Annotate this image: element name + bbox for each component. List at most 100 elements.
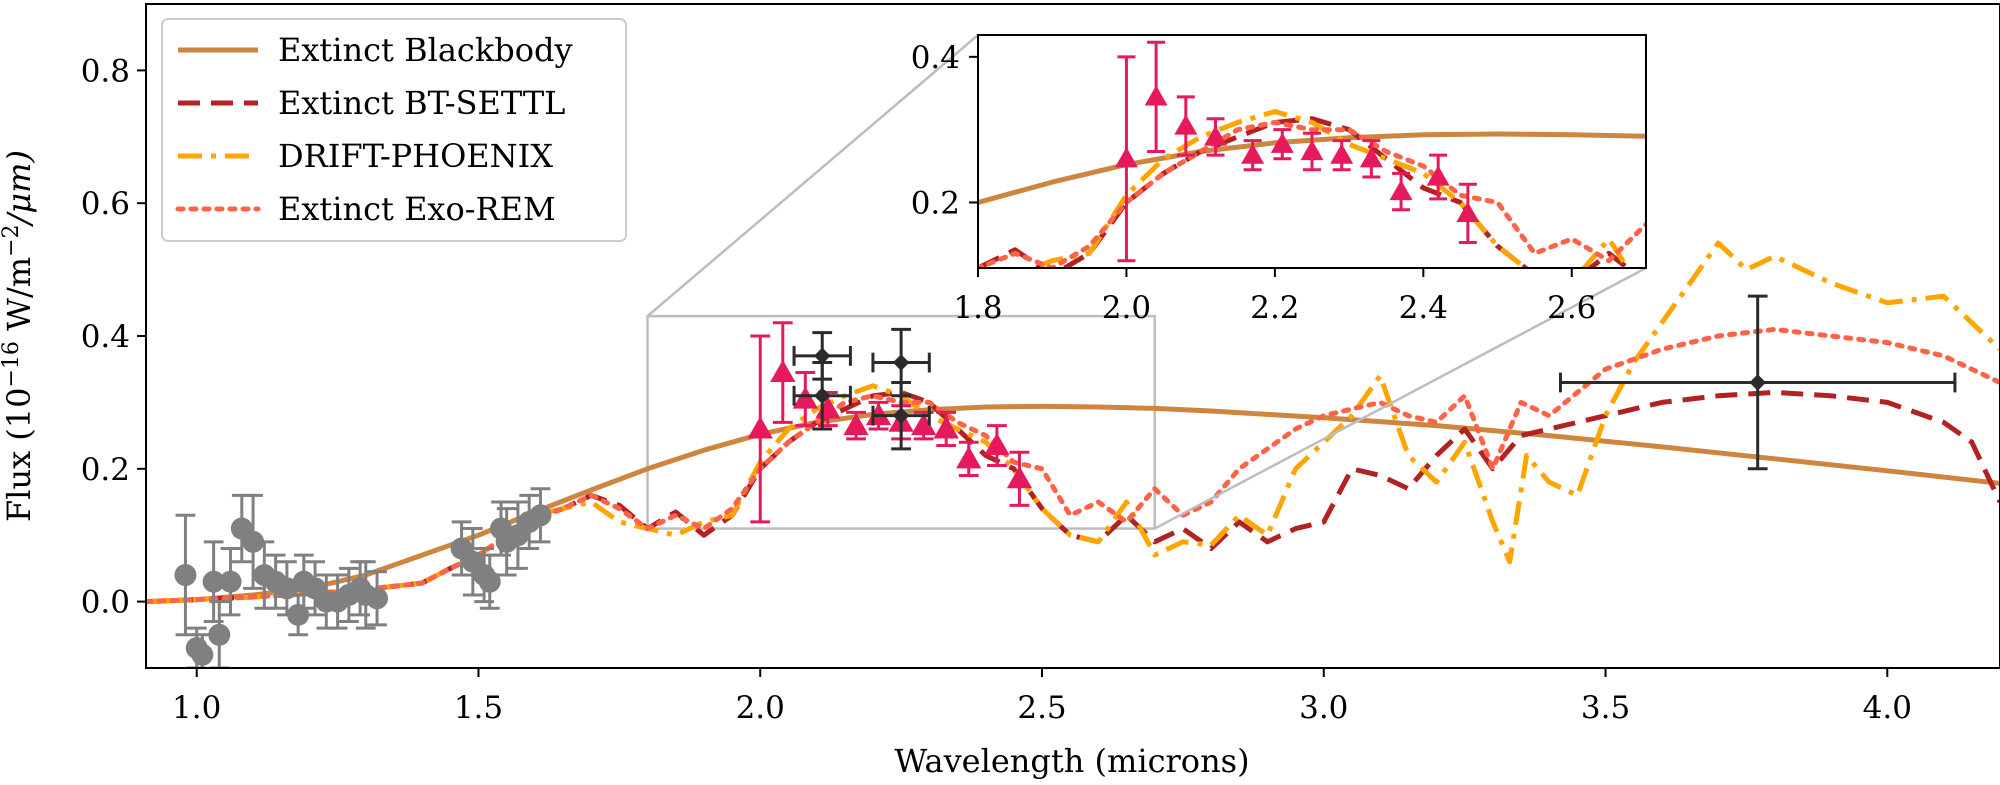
data-point-diamond: [1749, 374, 1766, 391]
main-errorbar-point: [871, 327, 931, 398]
inset-errorbar-point: [1270, 128, 1294, 161]
x-axis-title: Wavelength (microns): [894, 742, 1249, 780]
inset-x-tick-label: 2.0: [1102, 290, 1151, 326]
data-point-triangle: [1389, 180, 1413, 201]
data-point-circle: [191, 643, 214, 666]
inset-errorbar-point: [1241, 139, 1265, 172]
main-errorbar-point: [219, 546, 242, 617]
inset-series-extinct-exo-rem: [978, 119, 1646, 268]
inset-series-extinct-bt-settl: [978, 116, 1632, 268]
data-point-triangle: [770, 359, 796, 383]
main-errorbar-point: [1558, 294, 1957, 471]
main-errorbar-point: [292, 553, 315, 610]
y-tick-label: 0.8: [81, 53, 130, 89]
inset-errorbar-point: [1456, 182, 1480, 245]
inset-x-tick-label: 2.2: [1250, 290, 1299, 326]
chart-legend: Extinct Blackbody Extinct BT-SETTL DRIFT-P…: [161, 18, 627, 242]
main-errorbar-point: [871, 380, 931, 451]
data-point-triangle: [1241, 143, 1265, 164]
x-tick-label: 1.5: [454, 690, 503, 726]
data-point-diamond: [892, 407, 910, 424]
data-point-circle: [478, 570, 501, 593]
y-tick-label: 0.2: [81, 452, 130, 488]
main-errorbar-point: [792, 371, 818, 428]
main-errorbar-point: [984, 424, 1010, 467]
main-errorbar-point: [770, 321, 796, 424]
inset-errorbar-point: [1426, 153, 1450, 201]
data-point-triangle: [984, 432, 1010, 456]
inset-errorbar-point: [1144, 40, 1168, 153]
main-errorbar-point: [495, 507, 518, 577]
main-errorbar-point: [242, 493, 265, 590]
y-tick-label: 0.6: [81, 186, 130, 222]
inset-errorbar-point: [1300, 131, 1324, 172]
inset-connector-line: [1154, 266, 1647, 530]
main-errorbar-point: [174, 513, 197, 637]
main-series-extinct-bt-settl: [146, 389, 2000, 605]
main-series-extinct-blackbody: [146, 403, 2000, 605]
x-tick-label: 2.0: [736, 690, 785, 726]
main-errorbar-point: [747, 334, 773, 524]
data-point-triangle: [843, 412, 869, 436]
main-series-extinct-exo-rem: [146, 326, 2000, 605]
data-point-triangle: [1006, 466, 1033, 489]
main-errorbar-point: [843, 410, 869, 441]
main-errorbar-point: [956, 440, 982, 477]
y-axis-title: Flux (10−16 W/m−2/μm): [0, 150, 38, 522]
data-point-triangle: [933, 416, 959, 439]
y-tick-label: 0.4: [81, 319, 130, 355]
data-point-circle: [242, 530, 265, 553]
inset-x-tick-label: 2.4: [1399, 290, 1448, 326]
zoom-region-box: [646, 314, 1156, 530]
data-point-circle: [208, 623, 231, 646]
main-errorbar-point: [202, 540, 225, 624]
x-tick-label: 3.0: [1299, 690, 1348, 726]
legend-label: Extinct BT-SETTL: [278, 84, 565, 122]
data-point-circle: [202, 570, 225, 593]
data-point-triangle: [1144, 85, 1168, 106]
data-point-triangle: [792, 386, 818, 409]
x-tick-label: 3.5: [1581, 690, 1630, 726]
x-tick-label: 1.0: [172, 690, 221, 726]
data-point-triangle: [1114, 147, 1138, 168]
inset-errorbar-point: [1204, 117, 1228, 157]
y-tick-label: 0.0: [81, 585, 130, 621]
data-point-triangle: [1204, 125, 1228, 146]
inset-connector-line: [646, 34, 979, 318]
x-tick-label: 2.5: [1017, 690, 1066, 726]
main-errorbar-point: [792, 361, 852, 431]
inset-errorbar-point: [1174, 95, 1198, 157]
main-errorbar-point: [366, 570, 389, 627]
inset-errorbar-point: [1389, 171, 1413, 212]
inset-frame: [977, 34, 1647, 269]
data-point-triangle: [1426, 165, 1450, 186]
inset-y-tick-label: 0.2: [911, 185, 960, 221]
data-point-circle: [174, 564, 197, 587]
inset-x-tick-label: 2.6: [1547, 290, 1596, 326]
data-point-triangle: [1330, 143, 1354, 164]
data-point-diamond: [892, 354, 910, 371]
data-point-circle: [366, 587, 389, 610]
main-errorbar-point: [529, 487, 552, 544]
inset-x-tick-label: 1.8: [953, 290, 1002, 326]
data-point-triangle: [911, 412, 937, 436]
data-point-triangle: [1359, 147, 1383, 168]
x-tick-label: 4.0: [1863, 690, 1912, 726]
data-point-triangle: [1270, 132, 1294, 153]
inset-plot: 1.8 2.0 2.2 2.4 2.6 0.2 0.4: [646, 34, 1647, 530]
main-errorbar-point: [1006, 450, 1033, 507]
data-point-circle: [219, 570, 242, 593]
main-series-drift-phoenix: [146, 240, 2000, 605]
data-point-diamond: [813, 387, 831, 405]
legend-box: [161, 18, 627, 242]
main-errorbar-point: [450, 520, 473, 577]
inset-errorbar-point: [1359, 139, 1383, 179]
inset-errorbar-point: [1330, 139, 1354, 172]
legend-label: Extinct Exo-REM: [278, 190, 556, 228]
main-errorbar-point: [208, 600, 231, 668]
data-point-triangle: [1300, 140, 1324, 161]
main-plot: 1.0 1.5 2.0 2.5 3.0 3.5 4.0 0.0 0.2 0.4 0.6 0.8 Wave…: [0, 3, 2000, 780]
legend-label: DRIFT-PHOENIX: [278, 137, 553, 175]
